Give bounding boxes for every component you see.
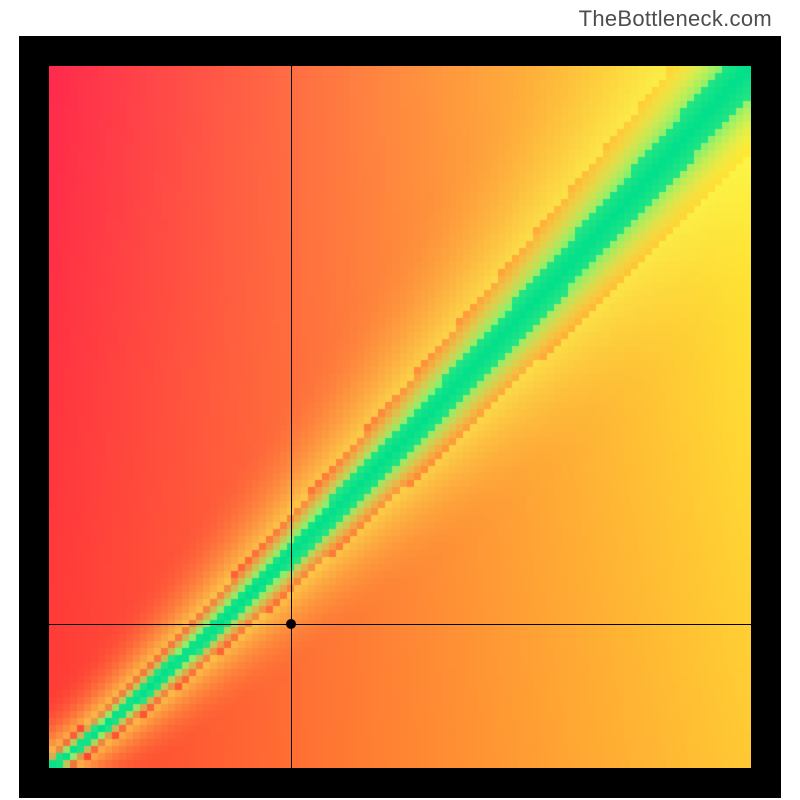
- chart-container: TheBottleneck.com: [0, 0, 800, 800]
- plot-frame: [19, 36, 781, 798]
- crosshair-marker: [286, 619, 296, 629]
- crosshair-vertical: [291, 66, 292, 768]
- crosshair-horizontal: [49, 624, 751, 625]
- plot-area: [49, 66, 751, 768]
- watermark-text: TheBottleneck.com: [579, 6, 772, 32]
- heatmap-canvas: [49, 66, 751, 768]
